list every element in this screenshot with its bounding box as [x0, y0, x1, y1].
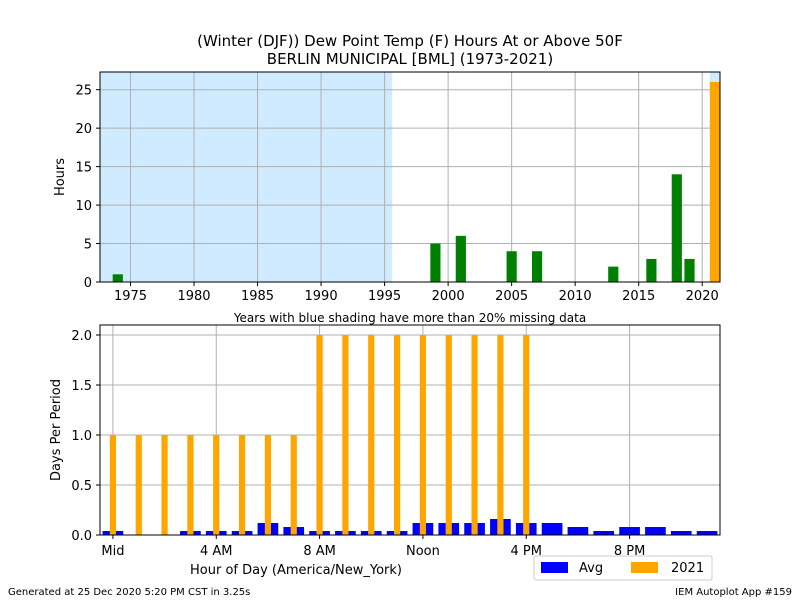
x-tick-label: Mid [101, 544, 124, 559]
legend-swatch-avg [541, 562, 568, 573]
x-tick-label: 2005 [495, 289, 528, 304]
x-tick-label: 1975 [114, 289, 147, 304]
bar-2021-hour-1 [135, 435, 142, 535]
bar-avg-hour-21 [645, 527, 666, 535]
y-tick-label: 10 [75, 199, 92, 214]
bar-2021-hour-14 [471, 335, 478, 535]
y-tick-label: 5 [84, 238, 92, 253]
chart-title-line2: BERLIN MUNICIPAL [BML] (1973-2021) [267, 50, 553, 68]
bar-2021-hour-13 [445, 335, 452, 535]
bar-2021-hour-8 [316, 335, 323, 535]
bar-2021-hour-12 [419, 335, 427, 535]
x-tick-label: 2015 [622, 289, 655, 304]
x-tick-label: 1985 [241, 289, 274, 304]
bar-2021-hour-2 [161, 435, 168, 535]
bar-year-2016 [646, 258, 657, 282]
bar-2021-hour-11 [393, 335, 401, 535]
bar-2021-hour-3 [187, 435, 194, 535]
bar-year-1999 [430, 243, 441, 282]
x-tick-label: 1990 [305, 289, 338, 304]
x-tick-label: 2010 [559, 289, 592, 304]
bar-year-2005 [506, 251, 517, 282]
y-axis-label: Hours [53, 158, 68, 196]
y-tick-label: 1.0 [71, 429, 92, 444]
bar-year-1974 [112, 274, 123, 282]
legend-frame [533, 555, 713, 581]
bar-2021-hour-6 [264, 435, 272, 535]
y-axis-label: Days Per Period [49, 379, 64, 481]
y-tick-label: 20 [75, 122, 92, 137]
y-tick-label: 0.5 [71, 479, 92, 494]
chart-title-line1: (Winter (DJF)) Dew Point Temp (F) Hours … [197, 32, 623, 50]
bar-avg-hour-18 [567, 527, 589, 535]
x-axis-label: Years with blue shading have more than 2… [233, 311, 586, 325]
x-tick-label: 1995 [368, 289, 401, 304]
x-tick-label: 1980 [177, 289, 210, 304]
x-tick-label: 4 PM [511, 544, 542, 559]
x-tick-label: Noon [406, 544, 440, 559]
hourly-days-chart: Mid 4 AM 8 AM Noon 4 PM 8 PM 0.0 0.5 1.0 1.5 2.0 Ho… [49, 324, 721, 578]
x-tick-label: 8 PM [614, 544, 645, 559]
footer-app: IEM Autoplot App #159 [675, 587, 792, 598]
x-tick-label: 2020 [686, 289, 719, 304]
x-tick-label: 8 AM [303, 544, 336, 559]
y-tick-label: 1.5 [71, 379, 92, 394]
plot-frame [99, 71, 721, 283]
bar-2021-hour-15 [497, 335, 504, 535]
bar-avg-hour-19 [593, 531, 615, 535]
bar-year-2018 [671, 174, 682, 282]
bar-year-2021 [709, 82, 720, 282]
y-tick-label: 25 [75, 84, 92, 99]
bar-year-2007 [531, 251, 543, 282]
bar-2021-hour-9 [342, 335, 349, 535]
missing-data-shading-0 [100, 72, 393, 282]
x-tick-label: 4 AM [200, 544, 233, 559]
bar-2021-hour-7 [290, 435, 297, 535]
footer-generated: Generated at 25 Dec 2020 5:20 PM CST in … [8, 587, 250, 598]
legend: Avg 2021 [533, 555, 713, 581]
bar-avg-hour-22 [670, 531, 692, 535]
y-tick-label: 0 [84, 276, 92, 291]
y-tick-label: 0.0 [71, 529, 92, 544]
x-axis-label: Hour of Day (America/New_York) [190, 563, 402, 578]
bar-year-2013 [608, 266, 619, 282]
legend-swatch-2021 [631, 562, 658, 573]
bar-year-2001 [455, 235, 466, 282]
bar-year-2019 [684, 258, 695, 282]
bar-avg-hour-20 [619, 527, 640, 535]
bar-avg-hour-17 [541, 523, 563, 535]
bar-avg-hour-23 [696, 531, 718, 535]
bar-2021-hour-0 [109, 435, 117, 535]
y-tick-label: 15 [75, 161, 92, 176]
bar-2021-hour-16 [523, 335, 530, 535]
yearly-hours-chart: 1975 1980 1985 1990 1995 2000 2005 2010 2015 2020… [53, 71, 721, 325]
plot-frame [99, 324, 721, 536]
y-tick-label: 2.0 [71, 329, 92, 344]
x-tick-label: 2000 [432, 289, 465, 304]
bar-2021-hour-5 [238, 435, 246, 535]
bar-2021-hour-4 [213, 435, 220, 535]
legend-label-avg: Avg [579, 561, 603, 576]
bar-2021-hour-10 [368, 335, 375, 535]
legend-label-2021: 2021 [671, 561, 704, 576]
